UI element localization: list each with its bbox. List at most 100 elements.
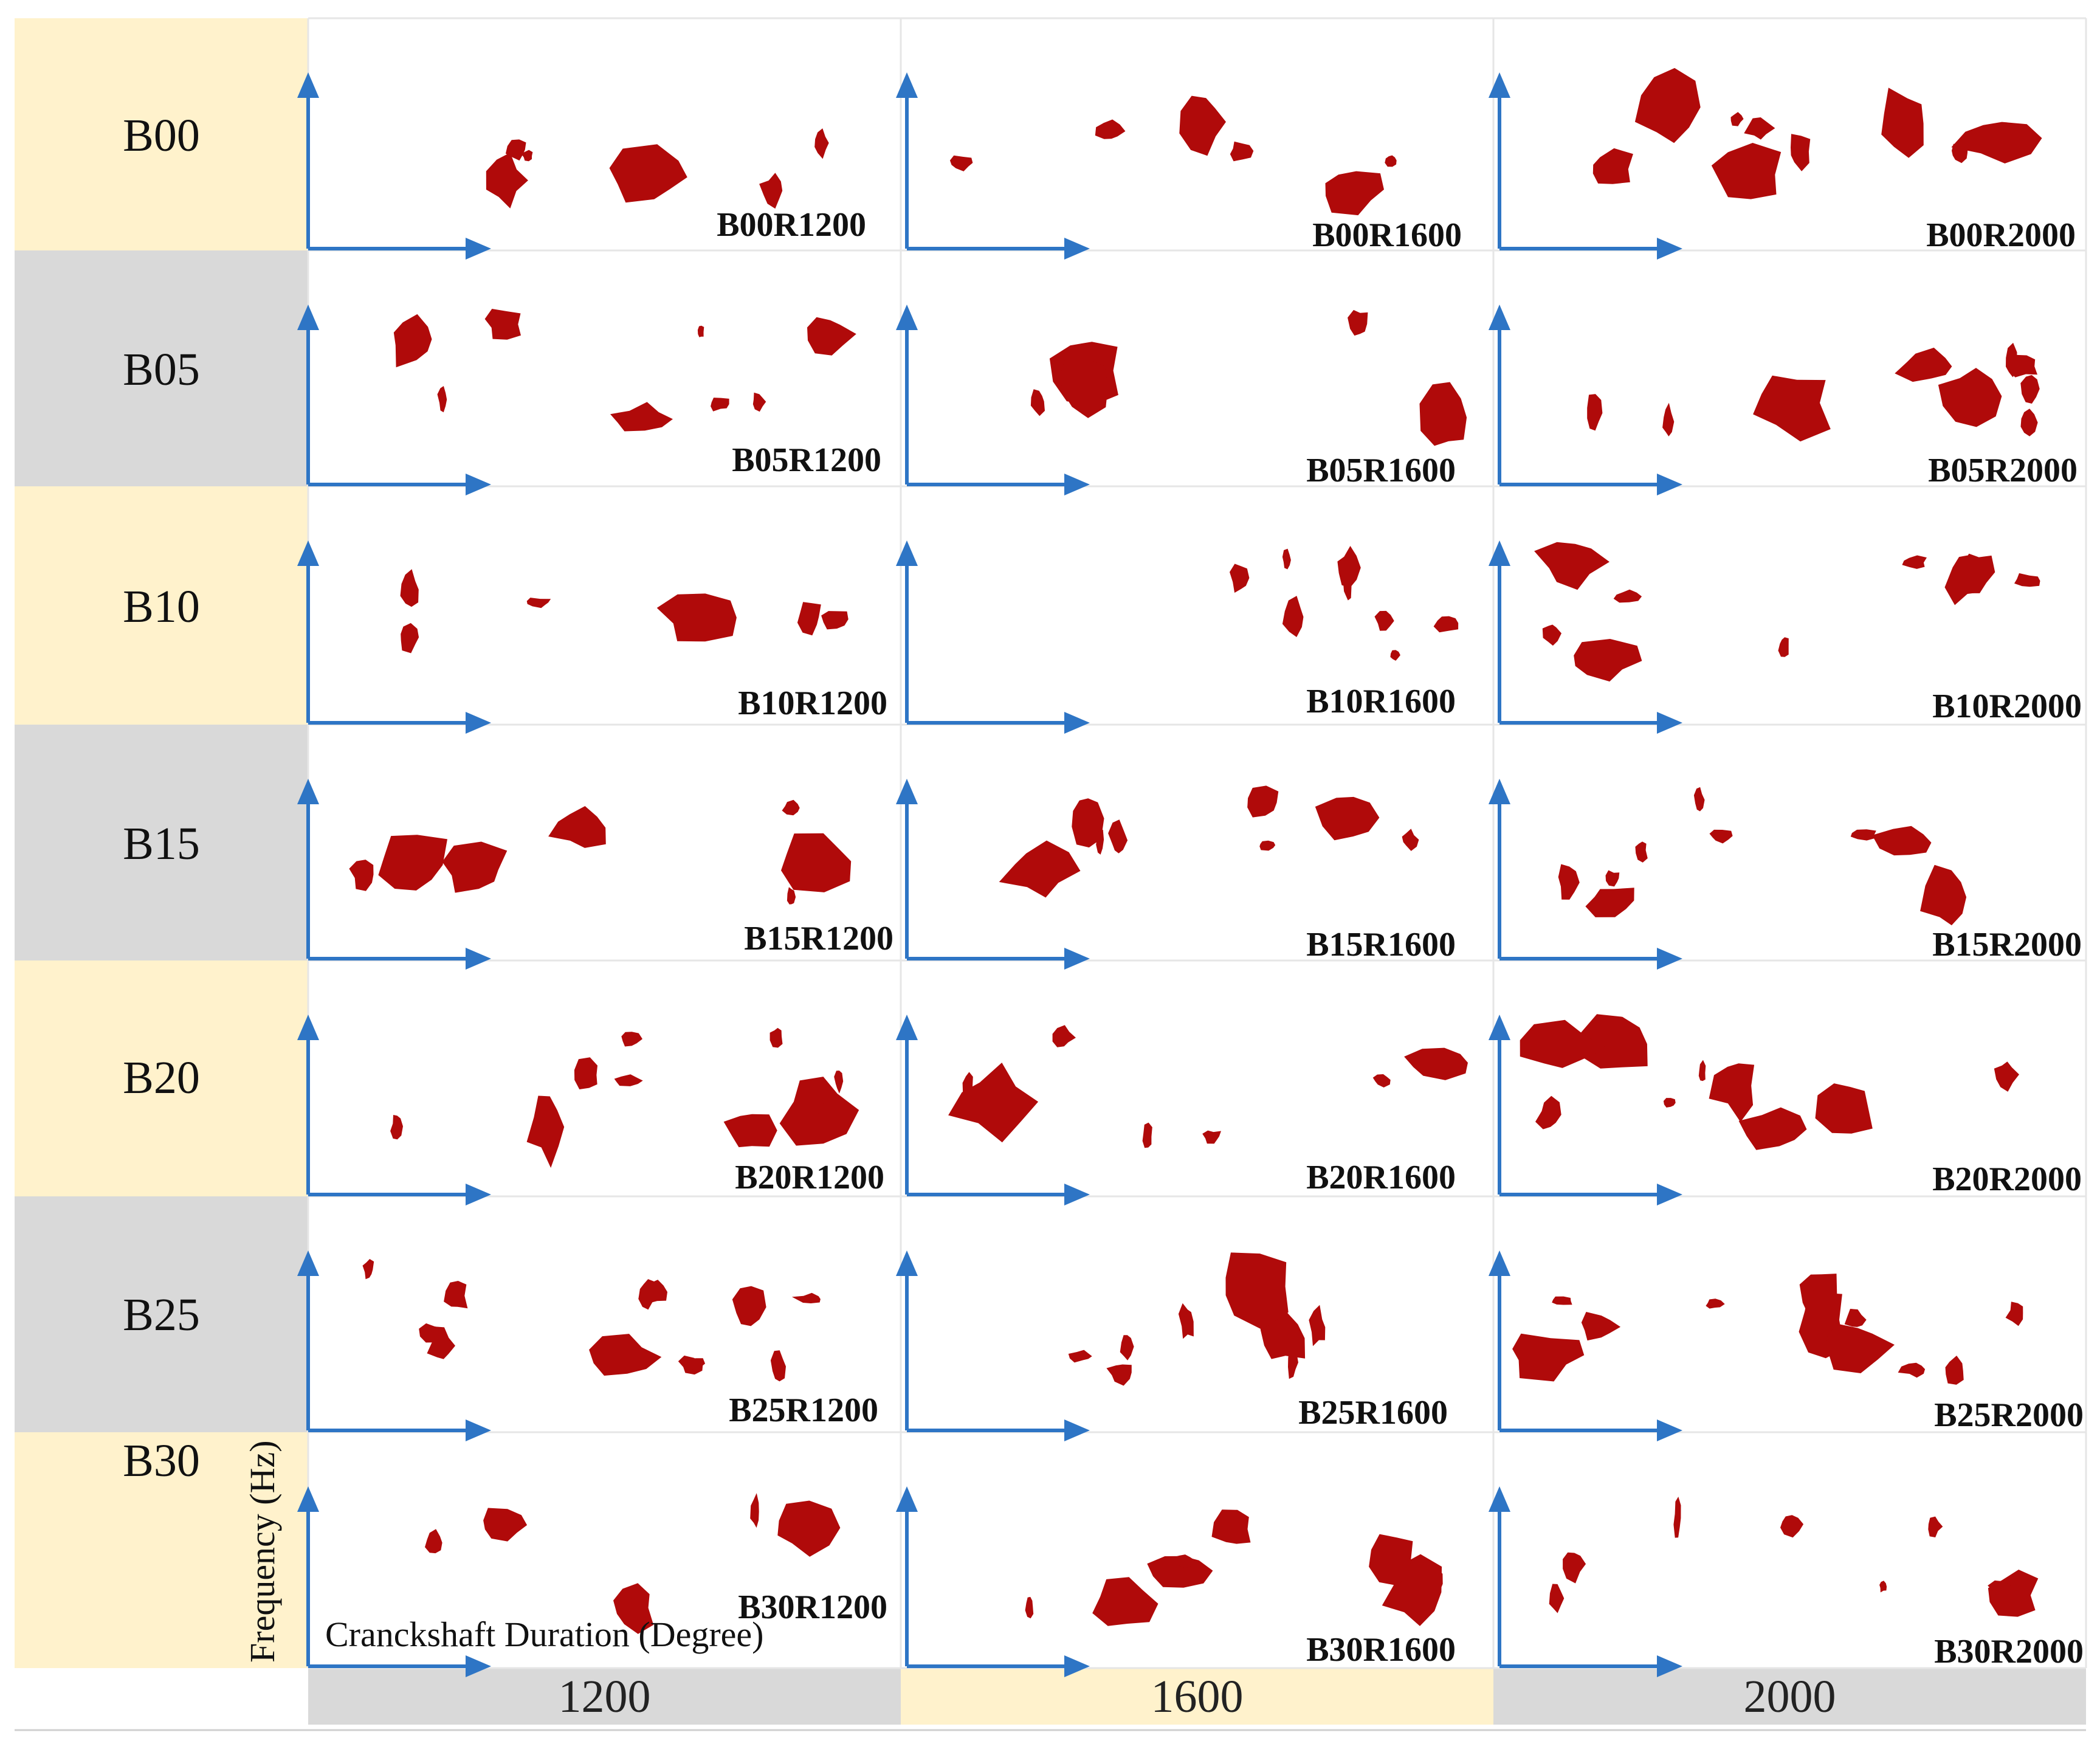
row-band-b30 bbox=[15, 1432, 308, 1668]
spectral-blob bbox=[1994, 1061, 2019, 1092]
panel-label-b30r1600: B30R1600 bbox=[1306, 1631, 1456, 1669]
spectral-blob bbox=[1382, 1554, 1442, 1626]
spectral-blob bbox=[807, 317, 856, 356]
spectral-blob bbox=[419, 1323, 447, 1343]
row-label-b20: B20 bbox=[123, 1052, 200, 1103]
panel-label-b15r2000: B15R2000 bbox=[1932, 926, 2082, 964]
spectral-blob bbox=[1419, 382, 1467, 446]
panel-label-b25r1600: B25R1600 bbox=[1298, 1394, 1448, 1432]
column-label-2000: 2000 bbox=[1743, 1671, 1836, 1722]
spectral-blob bbox=[442, 841, 508, 893]
row-label-b15: B15 bbox=[123, 818, 200, 869]
row-band-b10 bbox=[15, 486, 308, 725]
y-axis-arrowhead bbox=[896, 779, 918, 804]
spectral-blob bbox=[614, 1074, 643, 1086]
spectral-blob bbox=[1738, 1107, 1807, 1150]
spectral-blob bbox=[1202, 1130, 1221, 1144]
spectral-blob bbox=[821, 611, 849, 630]
panel-b10r1600 bbox=[896, 540, 1459, 734]
panel-b05r1600 bbox=[896, 305, 1467, 495]
spectral-blob bbox=[1390, 650, 1400, 661]
panel-b20r1200 bbox=[297, 1015, 859, 1205]
spectral-blob bbox=[1247, 785, 1279, 818]
spectral-blob bbox=[484, 309, 521, 340]
y-axis-arrowhead bbox=[297, 1250, 319, 1276]
spectral-blob bbox=[1879, 1581, 1887, 1593]
spectral-blob bbox=[1427, 1568, 1443, 1594]
spectral-blob bbox=[1520, 1019, 1608, 1068]
spectral-blob bbox=[1634, 67, 1701, 143]
panel-b00r2000 bbox=[1489, 67, 2042, 260]
spectral-blob bbox=[2020, 374, 2040, 404]
x-axis-arrowhead bbox=[1657, 238, 1682, 260]
spectral-blob bbox=[526, 1095, 565, 1168]
spectral-blob bbox=[770, 1350, 786, 1382]
spectral-blob bbox=[684, 1358, 706, 1373]
spectral-blob bbox=[1826, 1323, 1895, 1373]
spectral-blob bbox=[390, 1115, 403, 1140]
spectral-blob bbox=[1898, 1362, 1926, 1378]
spectral-blob bbox=[1895, 347, 1952, 382]
panel-label-b25r2000: B25R2000 bbox=[1934, 1396, 2084, 1434]
y-axis-arrowhead bbox=[1489, 1015, 1510, 1040]
panel-label-b20r2000: B20R2000 bbox=[1932, 1160, 2082, 1198]
row-label-b00: B00 bbox=[123, 110, 200, 161]
row-band-b05 bbox=[15, 250, 308, 486]
y-axis-arrowhead bbox=[1489, 305, 1510, 330]
panel-label-b05r2000: B05R2000 bbox=[1928, 452, 2078, 489]
y-axis-arrowhead bbox=[896, 540, 918, 566]
spectral-blob bbox=[393, 314, 432, 368]
x-axis-arrowhead bbox=[1064, 712, 1090, 734]
spectral-blob bbox=[1944, 555, 1986, 605]
column-label-1200: 1200 bbox=[558, 1671, 651, 1722]
panel-label-b00r2000: B00R2000 bbox=[1926, 216, 2076, 254]
panel-b30r2000 bbox=[1489, 1486, 2039, 1677]
column-band-1200 bbox=[308, 1669, 901, 1725]
x-axis-arrowhead bbox=[466, 1419, 491, 1441]
spectral-blob bbox=[1120, 1335, 1134, 1360]
row-band-b00 bbox=[15, 18, 308, 250]
spectral-blob bbox=[948, 1063, 1039, 1143]
spectral-blob bbox=[1147, 1556, 1213, 1588]
panel-label-b20r1200: B20R1200 bbox=[735, 1159, 884, 1196]
y-axis-title: Frequency (Hz) bbox=[243, 1440, 282, 1663]
y-axis-arrowhead bbox=[896, 1250, 918, 1276]
spectral-blob bbox=[1698, 1060, 1706, 1081]
spectral-blob bbox=[949, 155, 973, 171]
spectral-blob bbox=[362, 1259, 374, 1280]
row-label-b30: B30 bbox=[123, 1435, 200, 1486]
spectral-blob bbox=[1072, 798, 1104, 848]
row-band-b15 bbox=[15, 725, 308, 960]
spectral-blob bbox=[610, 402, 673, 432]
panel-b30r1200 bbox=[297, 1486, 841, 1677]
panel-label-b30r1200: B30R1200 bbox=[738, 1588, 887, 1626]
panel-b30r1600 bbox=[896, 1486, 1443, 1677]
spectral-blob bbox=[1951, 122, 2042, 164]
spectral-blob bbox=[1585, 888, 1634, 917]
x-axis-arrowhead bbox=[1657, 474, 1682, 495]
spectral-blob bbox=[1348, 309, 1368, 336]
panel-label-b05r1600: B05R1600 bbox=[1306, 452, 1456, 489]
panel-b05r1200 bbox=[297, 305, 856, 495]
panel-label-b25r1200: B25R1200 bbox=[729, 1391, 878, 1429]
spectral-blob bbox=[1592, 148, 1633, 184]
spectral-blob bbox=[1778, 637, 1789, 657]
spectral-blob bbox=[1225, 1252, 1289, 1330]
spectral-blob bbox=[1068, 1350, 1092, 1363]
panel-label-b10r1600: B10R1600 bbox=[1306, 683, 1456, 720]
panel-b10r1200 bbox=[297, 540, 849, 734]
panel-b10r2000 bbox=[1489, 540, 2040, 734]
spectral-blob bbox=[1920, 864, 1967, 926]
spectral-blob bbox=[1030, 389, 1045, 416]
y-axis-arrowhead bbox=[297, 779, 319, 804]
spectral-blob bbox=[1325, 171, 1384, 216]
x-axis-arrowhead bbox=[466, 712, 491, 734]
spectral-blob bbox=[1563, 1552, 1586, 1584]
spectral-blob bbox=[1711, 143, 1782, 199]
spectral-blob bbox=[723, 1114, 777, 1148]
spectral-blob bbox=[1635, 841, 1648, 863]
spectral-blob bbox=[1230, 564, 1250, 593]
spectral-blob bbox=[1402, 829, 1419, 851]
panel-b15r1600 bbox=[896, 779, 1419, 970]
